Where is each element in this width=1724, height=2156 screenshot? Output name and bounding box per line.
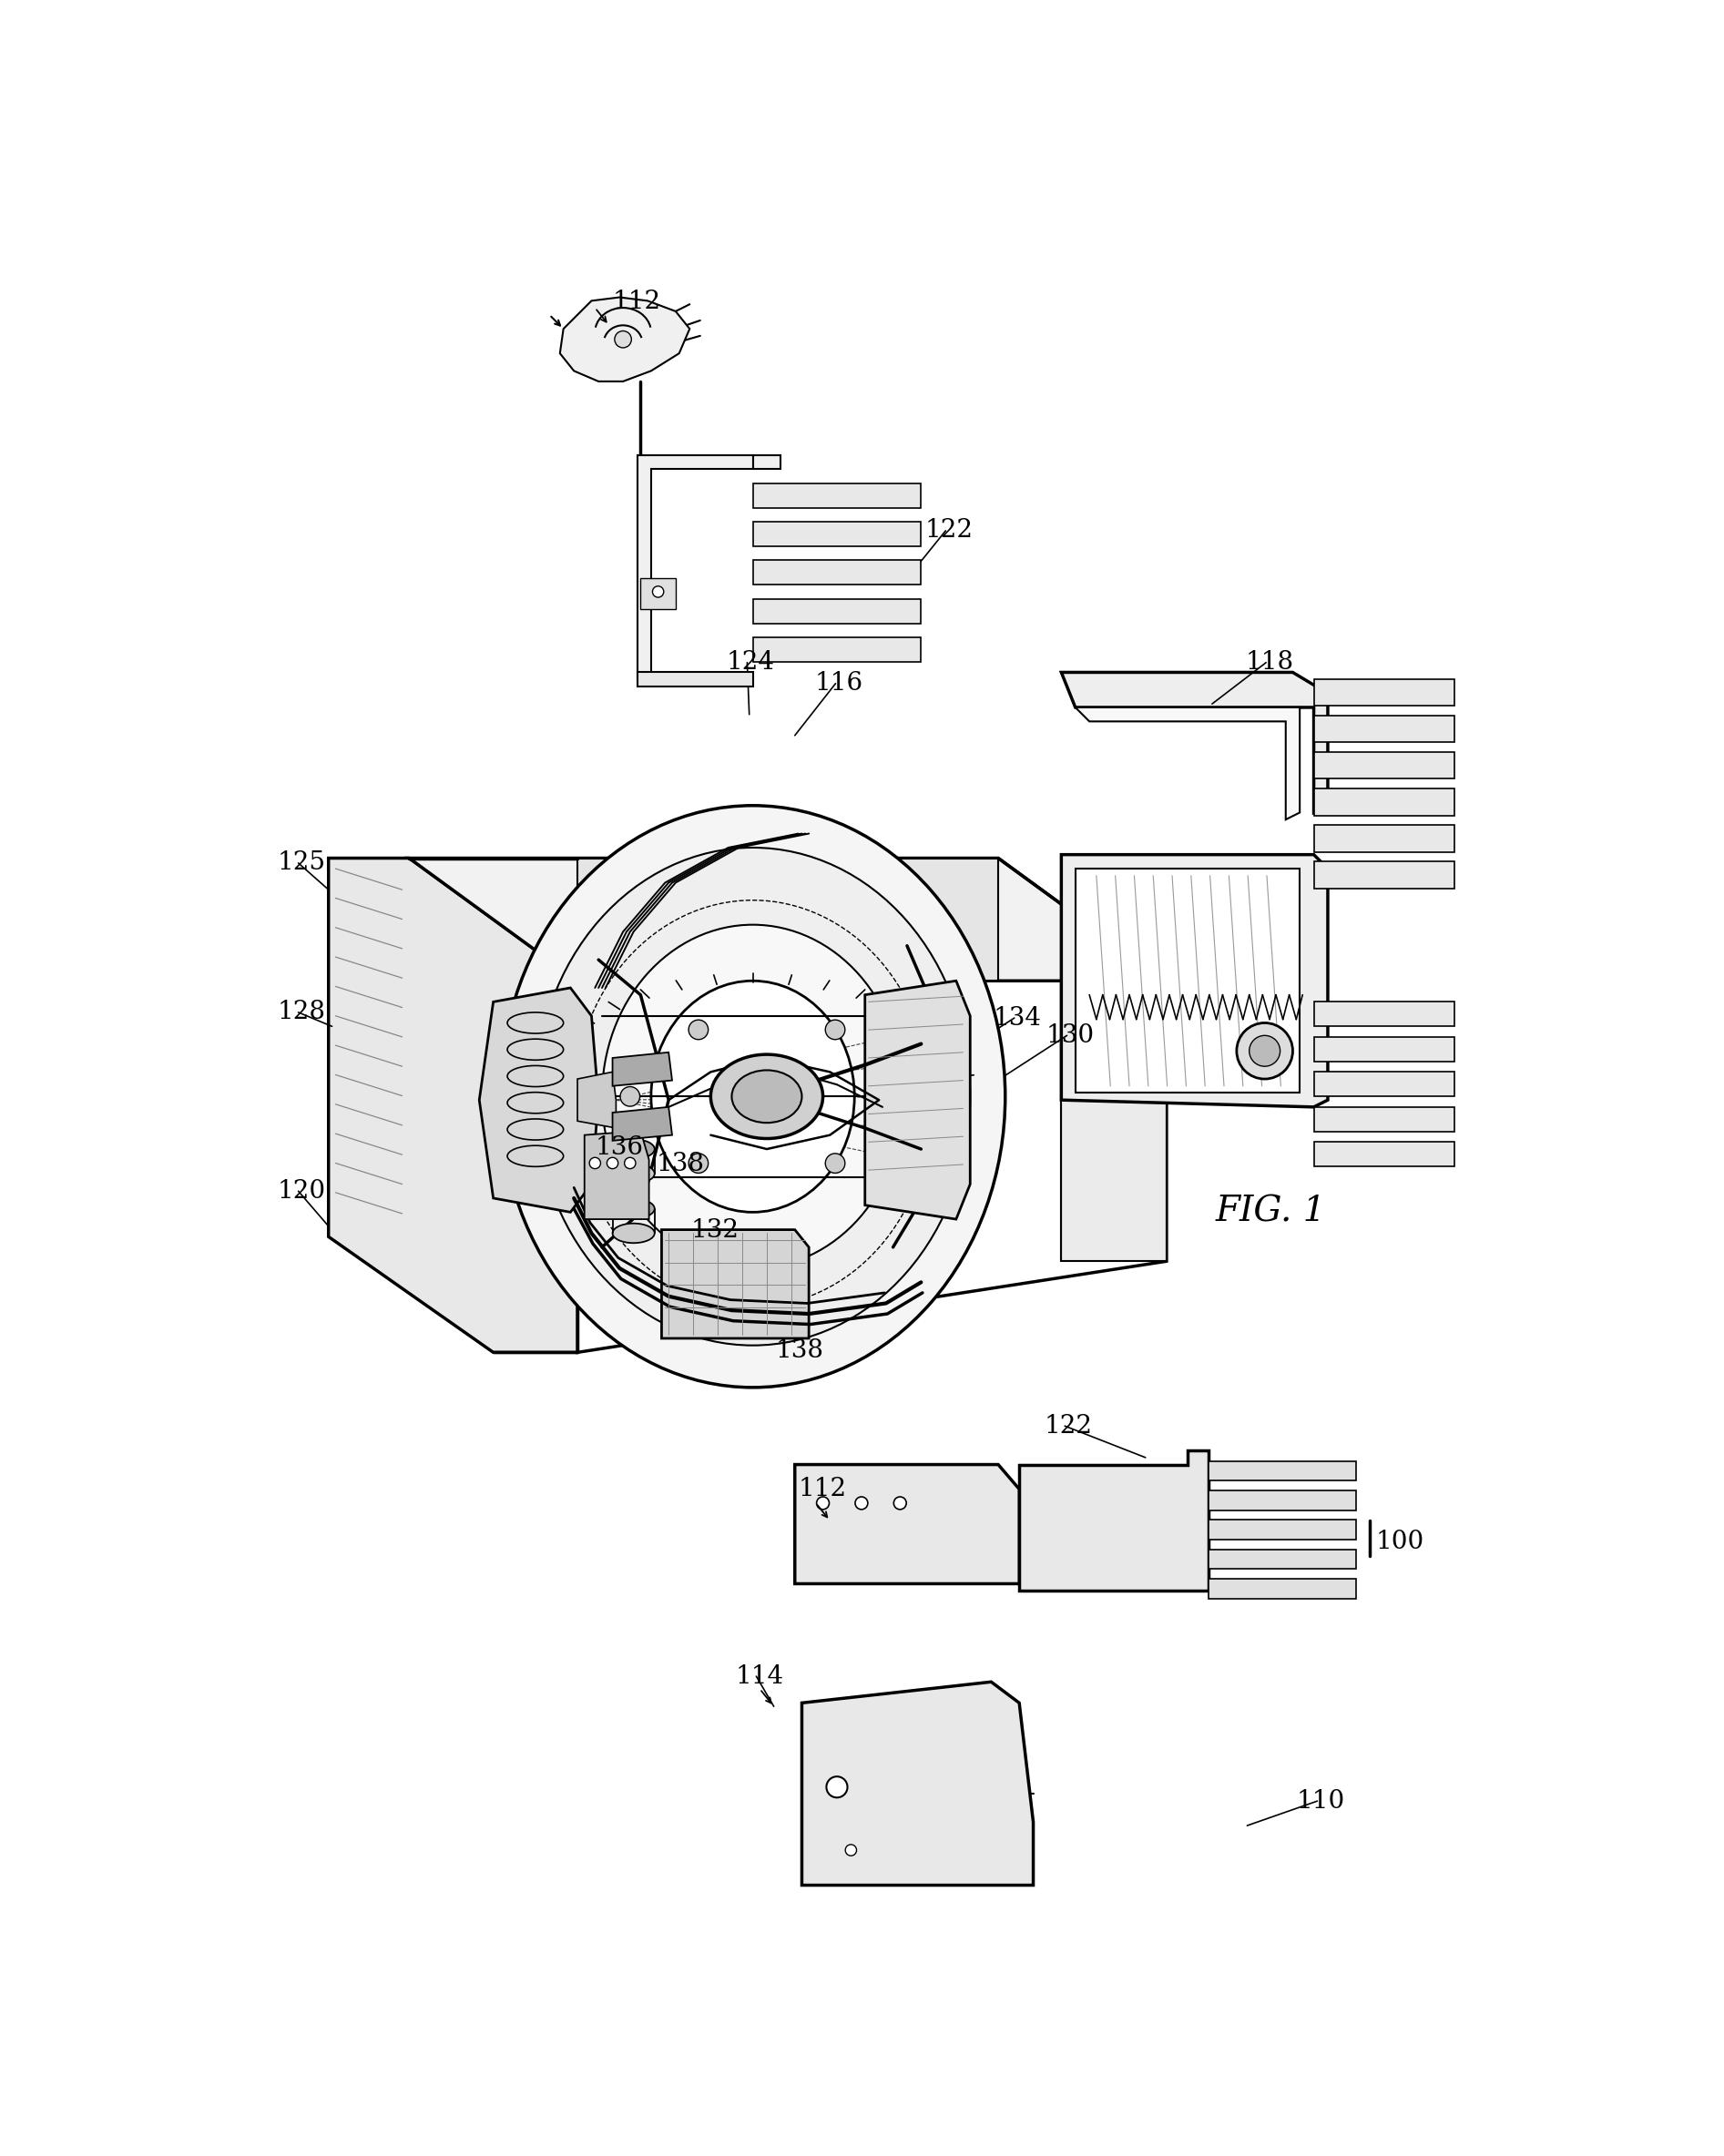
Polygon shape (1314, 826, 1453, 852)
Polygon shape (1314, 679, 1453, 705)
Circle shape (624, 1158, 636, 1169)
Polygon shape (409, 858, 1167, 981)
Polygon shape (329, 858, 578, 1352)
Text: 122: 122 (1043, 1414, 1091, 1438)
Polygon shape (641, 578, 676, 610)
Text: 110: 110 (1296, 1789, 1345, 1813)
Polygon shape (578, 1072, 615, 1128)
Polygon shape (753, 483, 921, 507)
Polygon shape (638, 455, 753, 679)
Ellipse shape (731, 1069, 802, 1123)
Ellipse shape (500, 806, 1005, 1388)
Polygon shape (612, 1106, 672, 1141)
Circle shape (1250, 1035, 1281, 1067)
Text: 136: 136 (595, 1136, 643, 1160)
Polygon shape (1314, 1003, 1453, 1026)
Circle shape (826, 1777, 848, 1798)
Circle shape (855, 1496, 867, 1509)
Polygon shape (1076, 869, 1300, 1093)
Text: 122: 122 (924, 517, 972, 543)
Text: 112: 112 (798, 1477, 846, 1501)
Polygon shape (662, 1229, 809, 1339)
Ellipse shape (602, 925, 903, 1268)
Polygon shape (1209, 1462, 1355, 1481)
Circle shape (688, 1153, 709, 1173)
Polygon shape (1314, 1037, 1453, 1061)
Text: 130: 130 (1046, 1024, 1095, 1048)
Polygon shape (1062, 854, 1327, 1106)
Polygon shape (795, 1464, 1019, 1585)
Polygon shape (1062, 673, 1327, 813)
Polygon shape (753, 599, 921, 623)
Polygon shape (1314, 789, 1453, 815)
Polygon shape (1209, 1520, 1355, 1539)
Ellipse shape (612, 1199, 655, 1218)
Text: 138: 138 (776, 1339, 824, 1363)
Polygon shape (578, 858, 998, 981)
Text: 118: 118 (1245, 651, 1293, 675)
Circle shape (652, 586, 664, 597)
Text: 124: 124 (726, 651, 774, 675)
Polygon shape (560, 298, 690, 382)
Polygon shape (1314, 716, 1453, 742)
Polygon shape (1314, 1143, 1453, 1166)
Polygon shape (865, 981, 971, 1218)
Ellipse shape (652, 981, 855, 1212)
Polygon shape (584, 1132, 648, 1218)
Polygon shape (753, 561, 921, 584)
Text: 128: 128 (278, 1000, 326, 1024)
Text: 120: 120 (278, 1179, 326, 1203)
Polygon shape (1314, 1106, 1453, 1132)
Circle shape (893, 1087, 914, 1106)
Text: 125: 125 (278, 852, 326, 875)
Polygon shape (1314, 752, 1453, 778)
Polygon shape (1019, 1451, 1209, 1591)
Polygon shape (479, 987, 598, 1212)
Text: 132: 132 (691, 1218, 740, 1242)
Polygon shape (1314, 1072, 1453, 1097)
Circle shape (893, 1496, 907, 1509)
Circle shape (826, 1153, 845, 1173)
Text: 134: 134 (993, 1005, 1041, 1031)
Circle shape (615, 330, 631, 347)
Text: 116: 116 (814, 671, 862, 696)
Polygon shape (638, 673, 753, 686)
Ellipse shape (710, 1054, 822, 1138)
Circle shape (817, 1496, 829, 1509)
Polygon shape (753, 638, 921, 662)
Text: 112: 112 (612, 289, 660, 315)
Polygon shape (1209, 1550, 1355, 1570)
Polygon shape (753, 455, 781, 470)
Text: 100: 100 (1376, 1529, 1424, 1554)
Circle shape (590, 1158, 600, 1169)
Polygon shape (1209, 1578, 1355, 1598)
Text: 114: 114 (734, 1664, 784, 1688)
Polygon shape (1062, 981, 1167, 1261)
Polygon shape (1209, 1490, 1355, 1509)
Ellipse shape (612, 1222, 655, 1244)
Circle shape (688, 1020, 709, 1039)
Text: 138: 138 (657, 1151, 705, 1177)
Ellipse shape (536, 847, 971, 1345)
Ellipse shape (612, 1138, 655, 1160)
Circle shape (826, 1020, 845, 1039)
Circle shape (621, 1087, 640, 1106)
Polygon shape (612, 1052, 672, 1087)
Polygon shape (578, 981, 1167, 1352)
Polygon shape (802, 1682, 1033, 1884)
Ellipse shape (612, 1164, 655, 1184)
Polygon shape (1076, 707, 1300, 819)
Polygon shape (1314, 862, 1453, 888)
Circle shape (845, 1846, 857, 1856)
Circle shape (1236, 1022, 1293, 1078)
Circle shape (607, 1158, 619, 1169)
Polygon shape (753, 522, 921, 545)
Text: FIG. 1: FIG. 1 (1215, 1194, 1326, 1229)
